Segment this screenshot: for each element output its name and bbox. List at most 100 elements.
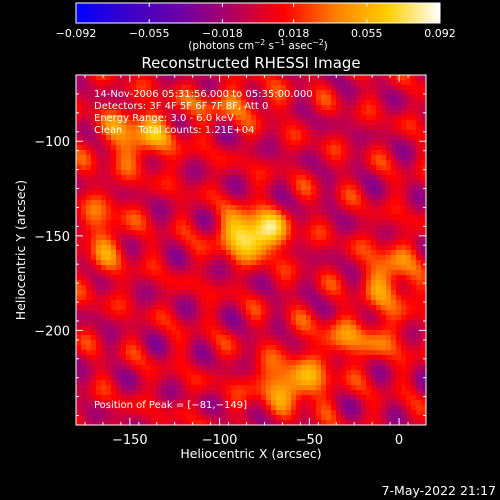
heatmap-cell bbox=[276, 305, 282, 311]
heatmap-cell bbox=[321, 180, 327, 186]
heatmap-cell bbox=[361, 130, 367, 136]
heatmap-cell bbox=[366, 135, 372, 141]
heatmap-cell bbox=[141, 260, 147, 266]
heatmap-cell bbox=[146, 225, 152, 231]
heatmap-cell bbox=[226, 245, 232, 251]
heatmap-cell bbox=[81, 275, 87, 281]
heatmap-cell bbox=[411, 190, 417, 196]
heatmap-cell bbox=[296, 385, 302, 391]
heatmap-cell bbox=[236, 380, 242, 386]
heatmap-cell bbox=[176, 200, 182, 206]
heatmap-cell bbox=[326, 190, 332, 196]
heatmap-cell bbox=[366, 330, 372, 336]
heatmap-cell bbox=[116, 230, 122, 236]
heatmap-cell bbox=[116, 315, 122, 321]
heatmap-cell bbox=[191, 375, 197, 381]
heatmap-cell bbox=[376, 160, 382, 166]
heatmap-cell bbox=[116, 335, 122, 341]
heatmap-cell bbox=[101, 185, 107, 191]
heatmap-cell bbox=[106, 320, 112, 326]
heatmap-cell bbox=[251, 180, 257, 186]
heatmap-cell bbox=[396, 260, 402, 266]
heatmap-cell bbox=[226, 240, 232, 246]
heatmap-cell bbox=[231, 385, 237, 391]
heatmap-cell bbox=[201, 85, 207, 91]
heatmap-cell bbox=[391, 185, 397, 191]
heatmap-cell bbox=[276, 150, 282, 156]
heatmap-cell bbox=[321, 125, 327, 131]
heatmap-cell bbox=[206, 270, 212, 276]
heatmap-cell bbox=[301, 275, 307, 281]
heatmap-cell bbox=[381, 160, 387, 166]
heatmap-cell bbox=[156, 120, 162, 126]
heatmap-cell bbox=[106, 115, 112, 121]
heatmap-cell bbox=[241, 180, 247, 186]
heatmap-cell bbox=[116, 350, 122, 356]
heatmap-cell bbox=[111, 405, 117, 411]
heatmap-cell bbox=[116, 185, 122, 191]
heatmap-cell bbox=[291, 380, 297, 386]
heatmap-cell bbox=[396, 235, 402, 241]
heatmap-cell bbox=[131, 385, 137, 391]
heatmap-cell bbox=[266, 90, 272, 96]
heatmap-cell bbox=[111, 280, 117, 286]
heatmap-cell bbox=[156, 215, 162, 221]
heatmap-cell bbox=[141, 225, 147, 231]
heatmap-cell bbox=[281, 245, 287, 251]
heatmap-cell bbox=[241, 360, 247, 366]
heatmap-cell bbox=[96, 410, 102, 416]
heatmap-cell bbox=[101, 310, 107, 316]
heatmap-cell bbox=[316, 400, 322, 406]
heatmap-cell bbox=[356, 225, 362, 231]
heatmap-cell bbox=[106, 355, 112, 361]
heatmap-cell bbox=[416, 120, 422, 126]
heatmap-cell bbox=[301, 290, 307, 296]
heatmap-cell bbox=[291, 300, 297, 306]
heatmap-cell bbox=[111, 170, 117, 176]
heatmap-cell bbox=[121, 145, 127, 151]
heatmap-cell bbox=[391, 260, 397, 266]
heatmap-cell bbox=[321, 195, 327, 201]
heatmap-cell bbox=[311, 385, 317, 391]
heatmap-cell bbox=[86, 225, 92, 231]
heatmap-cell bbox=[406, 405, 412, 411]
heatmap-cell bbox=[271, 85, 277, 91]
heatmap-cell bbox=[291, 125, 297, 131]
heatmap-cell bbox=[151, 405, 157, 411]
heatmap-cell bbox=[121, 345, 127, 351]
heatmap-cell bbox=[186, 155, 192, 161]
heatmap-cell bbox=[266, 260, 272, 266]
heatmap-cell bbox=[341, 420, 347, 425]
heatmap-cell bbox=[126, 200, 132, 206]
heatmap-cell bbox=[381, 235, 387, 241]
heatmap-cell bbox=[416, 420, 422, 425]
heatmap-cell bbox=[361, 155, 367, 161]
heatmap-cell bbox=[126, 400, 132, 406]
heatmap-cell bbox=[341, 195, 347, 201]
heatmap-cell bbox=[266, 405, 272, 411]
heatmap-cell bbox=[126, 230, 132, 236]
heatmap-cell bbox=[116, 310, 122, 316]
heatmap-cell bbox=[296, 420, 302, 425]
heatmap-cell bbox=[191, 150, 197, 156]
heatmap-cell bbox=[226, 165, 232, 171]
heatmap-cell bbox=[101, 225, 107, 231]
heatmap-cell bbox=[231, 120, 237, 126]
heatmap-cell bbox=[316, 385, 322, 391]
heatmap-cell bbox=[226, 220, 232, 226]
heatmap-cell bbox=[321, 85, 327, 91]
heatmap-cell bbox=[406, 95, 412, 101]
heatmap-cell bbox=[76, 175, 82, 181]
heatmap-cell bbox=[106, 350, 112, 356]
heatmap-cell bbox=[361, 305, 367, 311]
heatmap-cell bbox=[301, 95, 307, 101]
heatmap-cell bbox=[421, 160, 426, 166]
heatmap-cell bbox=[201, 105, 207, 111]
heatmap-cell bbox=[386, 145, 392, 151]
heatmap-cell bbox=[356, 255, 362, 261]
heatmap-cell bbox=[286, 290, 292, 296]
heatmap-cell bbox=[206, 405, 212, 411]
heatmap-cell bbox=[331, 295, 337, 301]
heatmap-cell bbox=[201, 295, 207, 301]
heatmap-cell bbox=[226, 250, 232, 256]
